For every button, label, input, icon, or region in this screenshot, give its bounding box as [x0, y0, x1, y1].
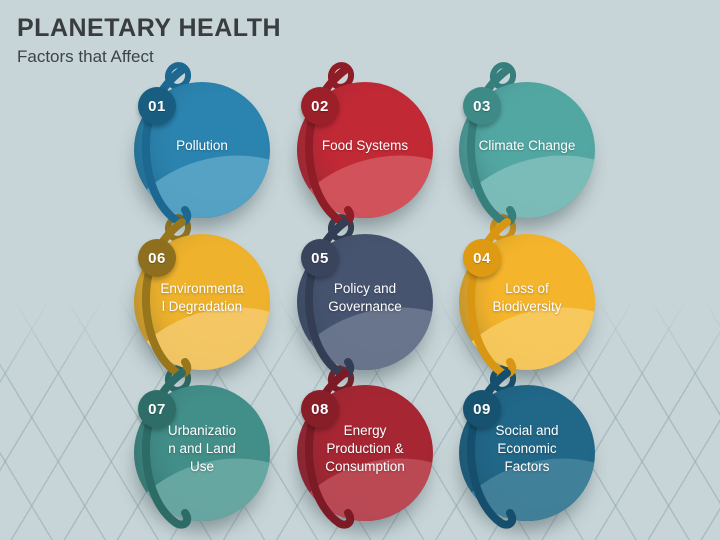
factor-node: 04 Loss of Biodiversity: [443, 204, 611, 394]
factor-label: Social and Economic Factors: [495, 422, 559, 475]
factor-node: 07 Urbanizatio n and Land Use: [118, 355, 286, 540]
factor-node: 08 Energy Production & Consumption: [281, 355, 449, 540]
factor-node: 01 Pollution: [118, 52, 286, 242]
factor-label: Climate Change: [478, 137, 576, 153]
factor-label: Energy Production & Consumption: [325, 422, 405, 475]
slide-subtitle: Factors that Affect: [17, 47, 154, 66]
factor-label: Loss of Biodiversity: [492, 280, 562, 314]
factor-label: Urbanizatio n and Land Use: [167, 422, 237, 475]
factor-label: Food Systems: [321, 137, 409, 153]
factor-label: Policy and Governance: [328, 280, 402, 314]
factor-label: Pollution: [176, 137, 228, 153]
factor-node: 06 Environmenta l Degradation: [118, 204, 286, 394]
factor-node: 03 Climate Change: [443, 52, 611, 242]
factor-node: 05 Policy and Governance: [281, 204, 449, 394]
factor-label: Environmenta l Degradation: [160, 280, 244, 314]
factor-node: 09 Social and Economic Factors: [443, 355, 611, 540]
factor-node: 02 Food Systems: [281, 52, 449, 242]
slide-title: PLANETARY HEALTH: [17, 14, 282, 42]
